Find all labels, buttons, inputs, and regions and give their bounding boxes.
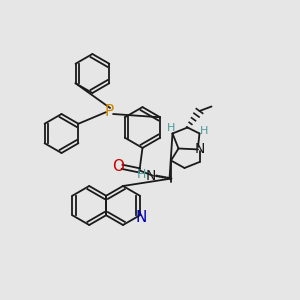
Text: N: N: [136, 210, 147, 225]
Text: N: N: [146, 169, 156, 182]
Text: N: N: [194, 142, 205, 156]
Text: O: O: [112, 159, 124, 174]
Text: P: P: [105, 104, 114, 119]
Text: H: H: [167, 123, 175, 133]
Text: H: H: [200, 126, 208, 136]
Text: H: H: [137, 168, 146, 182]
